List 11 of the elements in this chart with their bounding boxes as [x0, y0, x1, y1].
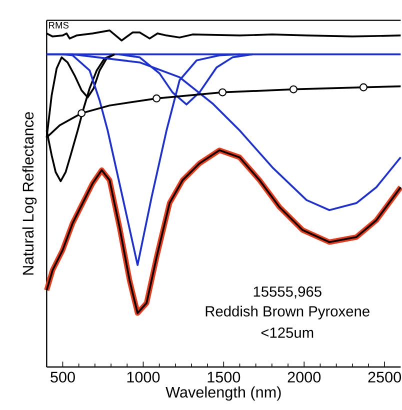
- x-axis-title: Wavelength (nm): [166, 386, 281, 401]
- x-tick-label: 2500: [368, 372, 402, 383]
- x-tick-label: 1500: [208, 372, 240, 383]
- annotation: <125um: [261, 328, 314, 338]
- y-axis-title: Natural Log Reflectance: [22, 112, 37, 275]
- series-label: RMS: [49, 22, 69, 29]
- annotation: Reddish Brown Pyroxene: [206, 306, 370, 320]
- x-tick-label: 2000: [288, 372, 321, 383]
- x-tick-label: 1000: [127, 372, 160, 383]
- x-tick-label: 500: [50, 372, 75, 383]
- annotation: 15555,965: [254, 286, 322, 299]
